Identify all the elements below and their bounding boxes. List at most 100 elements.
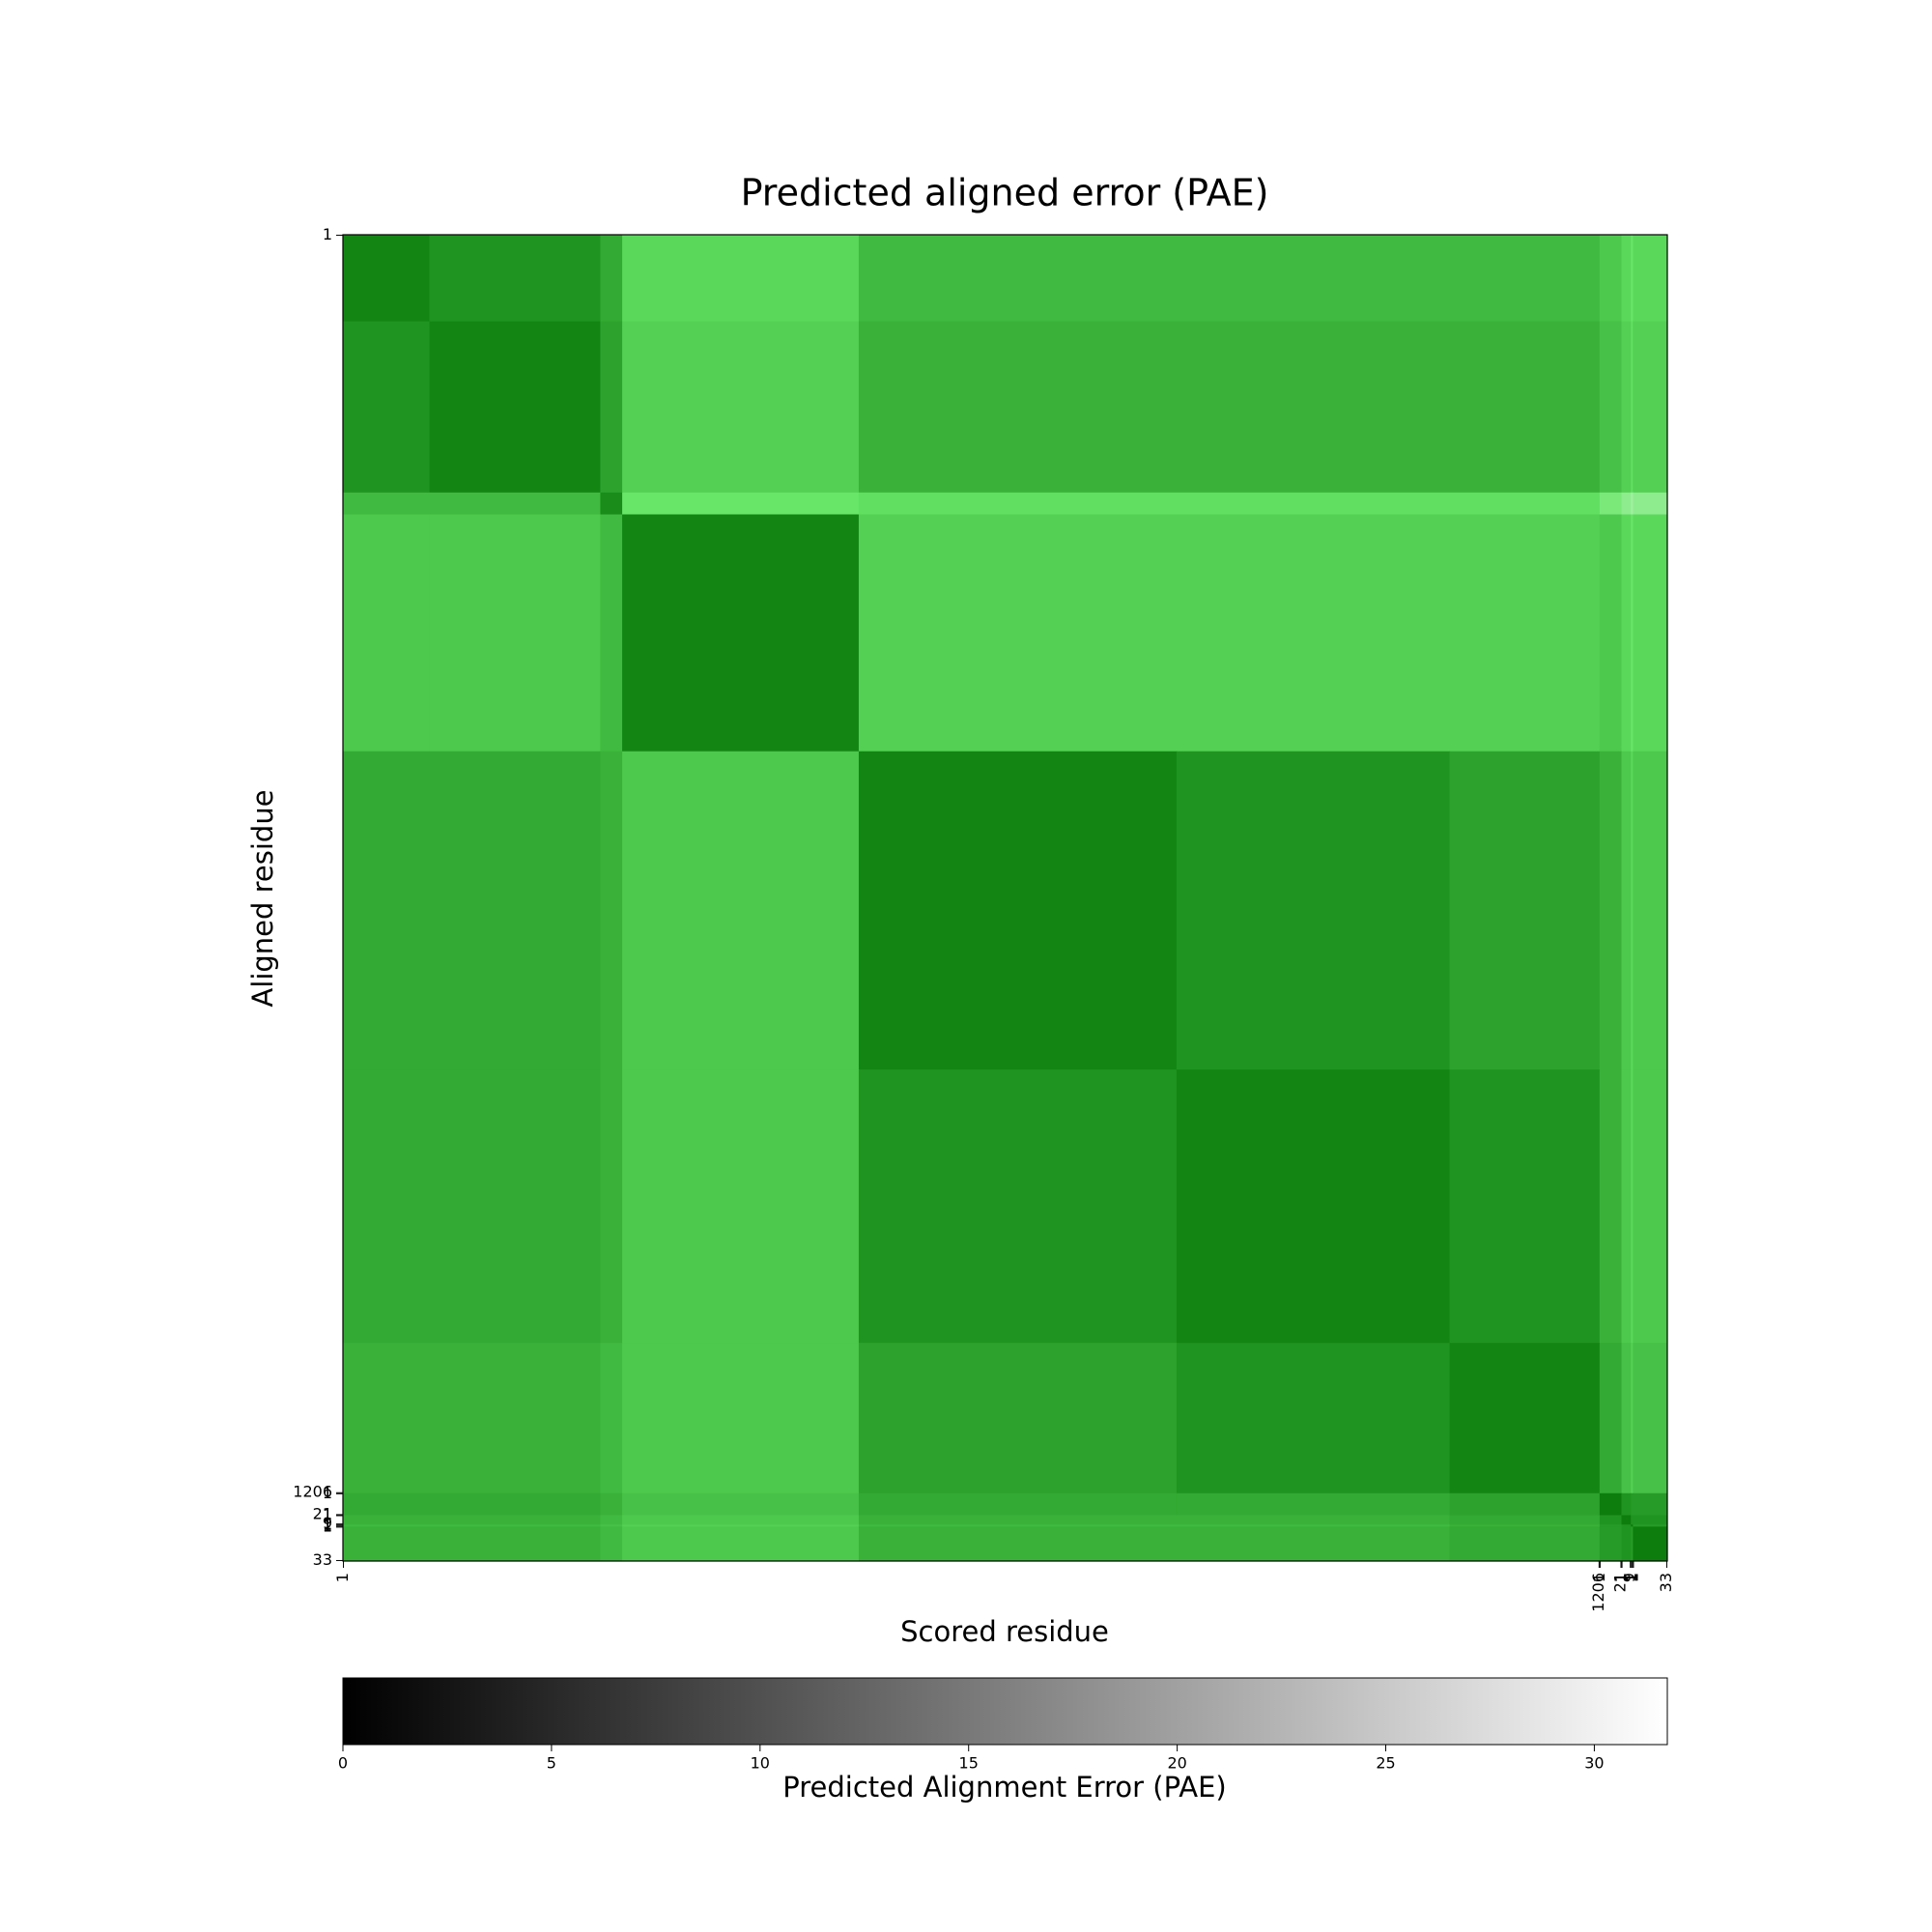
x-tick-label: 21 (1610, 1573, 1629, 1592)
heatmap-cell (858, 235, 1178, 323)
heatmap-cell (600, 1343, 623, 1494)
heatmap-cell (622, 321, 860, 494)
heatmap-cell (1631, 1492, 1634, 1516)
heatmap-cell (429, 514, 601, 753)
heatmap-cell (858, 492, 1178, 516)
heatmap-cell (600, 751, 623, 1070)
y-tick-label: 1 (323, 1515, 332, 1533)
heatmap-cell (1176, 514, 1451, 753)
heatmap-cell (600, 514, 623, 753)
heatmap-cell (1176, 1343, 1451, 1494)
heatmap-cell (343, 235, 431, 323)
colorbar (342, 1677, 1668, 1746)
y-tick-label: 9 (323, 1514, 332, 1532)
heatmap-cell (1176, 235, 1451, 323)
colorbar-tick-label: 25 (1376, 1754, 1395, 1773)
heatmap-cell (1633, 751, 1668, 1070)
heatmap (343, 235, 1668, 1562)
heatmap-cell (429, 235, 601, 323)
heatmap-cell (1599, 321, 1623, 494)
heatmap-cell (1633, 235, 1668, 323)
heatmap-cell (858, 1069, 1178, 1344)
heatmap-cell (1449, 1524, 1601, 1527)
heatmap-cell (1176, 492, 1451, 516)
heatmap-cell (1631, 321, 1634, 494)
x-tick-label: 1 (1590, 1573, 1608, 1582)
heatmap-cell (600, 321, 623, 494)
heatmap-cell (1449, 235, 1601, 323)
y-tick-label: 1206 (293, 1483, 332, 1501)
heatmap-cell (1631, 1515, 1634, 1525)
colorbar-tick-label: 10 (751, 1754, 770, 1773)
colorbar-tick-label: 20 (1167, 1754, 1186, 1773)
colorbar-tick-label: 15 (959, 1754, 979, 1773)
heatmap-cell (1633, 321, 1668, 494)
heatmap-cell (1599, 492, 1623, 516)
heatmap-cell (622, 1515, 860, 1525)
heatmap-cell (1449, 1492, 1601, 1516)
heatmap-cell (1633, 514, 1668, 753)
heatmap-cell (1621, 1069, 1632, 1344)
heatmap-cell (1176, 1526, 1451, 1562)
heatmap-cell (1599, 1069, 1623, 1344)
heatmap-cell (600, 235, 623, 323)
x-tick-label: 1206 (1589, 1573, 1607, 1612)
x-tick-label: 1 (1622, 1573, 1640, 1582)
y-tick-label: 1 (323, 1484, 332, 1502)
heatmap-cell (1176, 1515, 1451, 1525)
heatmap-cell (429, 751, 601, 1070)
heatmap-cell (429, 492, 601, 516)
heatmap-cell (1633, 1524, 1668, 1527)
heatmap-cell (1176, 1524, 1451, 1527)
heatmap-cell (1631, 1524, 1634, 1527)
heatmap-cell (600, 1492, 623, 1516)
heatmap-cell (622, 1492, 860, 1516)
colorbar-tick-label: 5 (547, 1754, 556, 1773)
heatmap-cell (1631, 751, 1634, 1070)
x-tick-label: 1 (333, 1573, 352, 1582)
heatmap-cell (1176, 751, 1451, 1070)
heatmap-cell (343, 1492, 431, 1516)
heatmap-cell (1621, 1526, 1632, 1562)
y-tick-label: 33 (313, 1550, 332, 1569)
plot-frame (342, 234, 1668, 1562)
y-axis-label: Aligned residue (246, 789, 279, 1007)
heatmap-cell (1633, 1515, 1668, 1525)
heatmap-cell (1176, 1069, 1451, 1344)
heatmap-cell (600, 1515, 623, 1525)
heatmap-cell (1631, 1526, 1634, 1562)
x-tick-label: 33 (1657, 1573, 1675, 1592)
y-tick-label: 1 (323, 1517, 332, 1535)
x-axis-label: Scored residue (900, 1615, 1109, 1648)
heatmap-cell (1621, 1343, 1632, 1494)
heatmap-cell (1599, 1343, 1623, 1494)
heatmap-cell (1599, 235, 1623, 323)
heatmap-cell (622, 235, 860, 323)
y-tick-label: 1 (323, 1516, 332, 1534)
heatmap-cell (1599, 1524, 1623, 1527)
heatmap-cell (622, 492, 860, 516)
heatmap-cell (1631, 492, 1634, 516)
heatmap-cell (622, 1524, 860, 1527)
heatmap-cell (1633, 492, 1668, 516)
heatmap-cell (1449, 751, 1601, 1070)
heatmap-cell (429, 1526, 601, 1562)
heatmap-cell (1449, 1515, 1601, 1525)
heatmap-cell (343, 1526, 431, 1562)
heatmap-cell (1176, 321, 1451, 494)
x-tick-label: 1 (1621, 1573, 1639, 1582)
heatmap-cell (1621, 1524, 1632, 1527)
x-tick-label: 1 (1623, 1573, 1641, 1582)
heatmap-cell (1449, 1526, 1601, 1562)
heatmap-cell (600, 1524, 623, 1527)
heatmap-cell (1621, 321, 1632, 494)
heatmap-cell (1621, 514, 1632, 753)
heatmap-cell (1599, 514, 1623, 753)
heatmap-cell (429, 1492, 601, 1516)
heatmap-cell (1633, 1069, 1668, 1344)
heatmap-cell (858, 1492, 1178, 1516)
heatmap-cell (1631, 1343, 1634, 1494)
heatmap-cell (343, 751, 431, 1070)
heatmap-cell (429, 1515, 601, 1525)
heatmap-cell (1599, 1515, 1623, 1525)
